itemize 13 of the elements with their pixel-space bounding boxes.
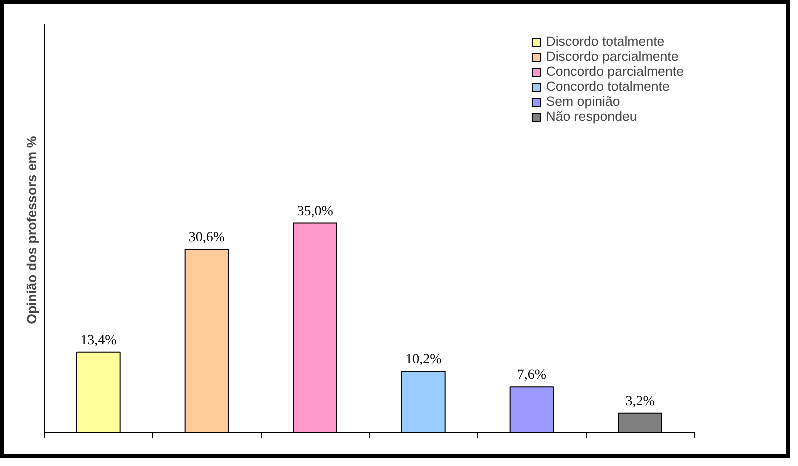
data-label: 3,2% (626, 394, 656, 410)
data-label: 13,4% (80, 333, 118, 348)
legend-label: Discordo parcialmente (546, 49, 679, 64)
legend-label: Não respondeu (546, 109, 638, 124)
legend-label: Discordo totalmente (546, 34, 665, 49)
legend-label: Concordo totalmente (546, 79, 670, 94)
y-axis-title: Opinião dos professors em % (24, 136, 40, 324)
legend-label: Concordo parcialmente (546, 64, 684, 79)
data-label: 7,6% (517, 368, 547, 384)
data-label: 10,2% (406, 352, 442, 368)
data-label: 30,6% (188, 230, 226, 246)
legend-label: Sem opinião (546, 94, 620, 109)
data-label: 35,0% (297, 204, 334, 220)
